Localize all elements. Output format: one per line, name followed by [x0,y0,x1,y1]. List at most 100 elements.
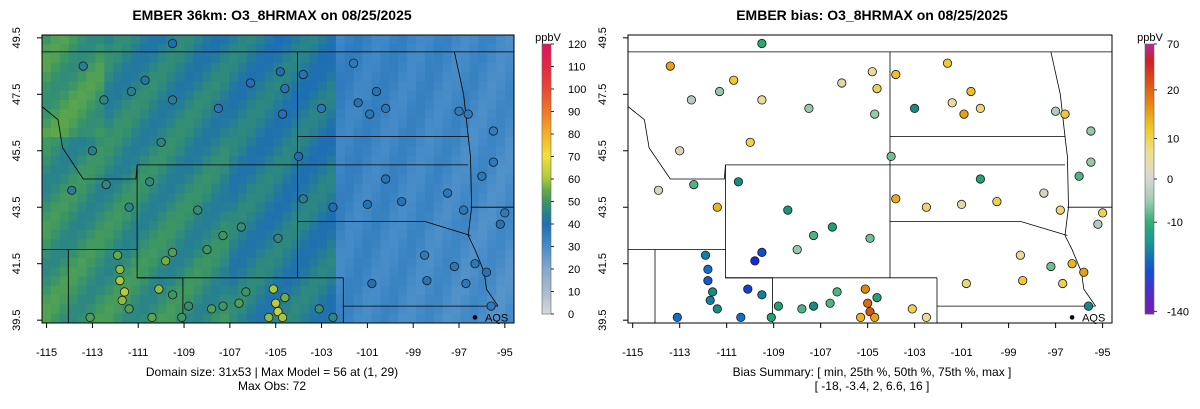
bias-y-axis: 39.541.543.545.547.549.5 [597,27,628,331]
grid-cell [335,90,346,101]
grid-cell [148,239,159,250]
grid-cell [398,44,408,54]
grid-cell [131,202,141,212]
colorbar-segment [1145,118,1154,121]
grid-cell [424,35,435,45]
grid-cell [50,165,61,175]
aqs-label: AQS [485,312,508,324]
colorbar-tick-label: 90 [568,107,580,119]
grid-cell [95,118,105,129]
grid-cell [246,100,257,110]
grid-cell [424,192,435,203]
grid-cell [335,192,346,203]
colorbar-segment [542,291,551,295]
grid-cell [113,72,123,82]
grid-cell [407,202,417,212]
grid-cell [487,72,497,82]
grid-cell [193,230,203,240]
grid-cell [175,174,185,185]
colorbar-segment [542,100,551,103]
grid-cell [202,257,212,268]
site-marker [488,157,498,167]
grid-cell [291,118,301,129]
grid-cell [166,72,176,82]
site-marker [1046,261,1056,272]
grid-cell [487,267,497,277]
y-tick-label: 39.5 [597,309,609,330]
grid-cell [264,118,274,129]
grid-cell [59,137,70,147]
grid-cell [282,230,292,240]
grid-cell [326,183,337,194]
site-marker [1083,301,1094,311]
grid-cell [433,257,444,268]
grid-cell [86,53,96,64]
grid-cell [246,202,257,212]
grid-cell [318,127,328,138]
grid-cell [59,118,70,129]
grid-cell [326,137,337,147]
grid-cell [50,53,61,64]
grid-cell [407,100,417,110]
grid-cell [300,44,310,54]
grid-cell [318,137,328,147]
grid-cell [496,155,506,166]
grid-cell [353,72,364,82]
grid-cell [478,137,488,147]
grid-cell [229,72,239,82]
grid-cell [380,72,390,82]
grid-cell [389,248,399,259]
grid-cell [344,267,355,277]
colorbar-segment [1145,300,1154,304]
site-marker [865,233,875,243]
grid-cell [318,174,328,185]
grid-cell [460,295,470,305]
grid-cell [68,202,79,212]
grid-cell [77,109,87,120]
grid-cell [282,220,292,231]
colorbar-segment [1145,113,1154,117]
grid-cell [193,118,203,129]
grid-cell [273,202,283,212]
grid-cell [104,44,114,54]
site-marker [101,180,111,190]
grid-cell [131,295,141,305]
grid-cell [424,109,435,120]
grid-cell [246,239,257,250]
colorbar-segment [542,300,551,304]
grid-cell [496,239,506,250]
grid-cell [50,313,61,323]
grid-cell [148,90,159,101]
x-tick-label: -109 [763,347,785,359]
site-marker [808,230,819,241]
grid-cell [389,202,399,212]
colorbar-segment [1145,275,1154,279]
grid-cell [193,62,203,73]
grid-cell [148,211,159,222]
grid-cell [460,127,470,138]
model-colorbar-unit: ppbV [535,32,561,44]
grid-cell [380,127,390,138]
colorbar-segment [1145,176,1154,180]
grid-cell [335,276,346,287]
colorbar-segment [542,302,551,306]
grid-cell [424,44,435,54]
grid-cell [309,230,319,240]
site-marker [743,284,753,294]
grid-cell [77,118,87,129]
grid-cell [264,192,274,203]
grid-cell [113,53,123,64]
state-boundary-line [628,105,726,180]
grid-cell [362,127,372,138]
grid-cell [157,72,168,82]
grid-cell [229,257,239,268]
site-marker [495,219,505,229]
colorbar-segment [1145,260,1154,263]
grid-cell [335,174,346,185]
colorbar-segment [542,66,551,70]
grid-cell [505,230,514,240]
grid-cell [451,53,461,64]
grid-cell [50,109,61,120]
site-marker [1074,171,1084,181]
grid-cell [122,230,132,240]
